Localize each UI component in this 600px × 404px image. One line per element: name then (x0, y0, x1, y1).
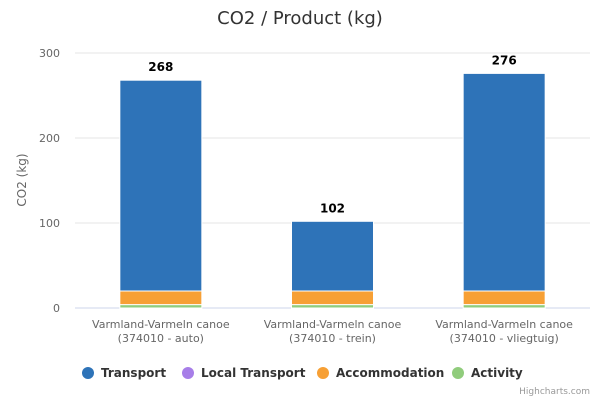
legend-item-local-transport[interactable]: Local Transport (182, 366, 306, 380)
legend-item-transport[interactable]: Transport (82, 366, 166, 380)
total-label: 276 (492, 53, 517, 67)
bar-segment-activity[interactable] (291, 304, 374, 309)
legend-marker (317, 367, 329, 379)
x-tick-label: Varmland-Varmeln canoe (92, 318, 230, 331)
legend-item-accommodation[interactable]: Accommodation (317, 366, 444, 380)
bar-segment-transport[interactable] (291, 220, 374, 292)
total-label: 268 (148, 60, 173, 74)
x-tick-label: (374010 - vliegtuig) (450, 332, 559, 345)
x-tick-label: Varmland-Varmeln canoe (264, 318, 402, 331)
y-tick-label: 100 (39, 217, 60, 230)
x-tick-label: (374010 - auto) (118, 332, 204, 345)
legend: Transport Local Transport Accommodation Act… (82, 366, 523, 380)
x-tick-label: (374010 - trein) (289, 332, 376, 345)
bar-segment-accommodation[interactable] (462, 290, 546, 306)
y-tick-label: 0 (53, 302, 60, 315)
x-tick-label: Varmland-Varmeln canoe (435, 318, 573, 331)
legend-label: Transport (101, 366, 166, 380)
legend-item-activity[interactable]: Activity (452, 366, 523, 380)
legend-marker (182, 367, 194, 379)
bar-segment-accommodation[interactable] (119, 290, 203, 306)
legend-label: Activity (471, 366, 523, 380)
y-tick-label: 200 (39, 132, 60, 145)
bar-segment-transport[interactable] (462, 72, 546, 292)
credits-link[interactable]: Highcharts.com (519, 387, 590, 397)
total-labels: 268 102 276 (148, 53, 516, 215)
chart-title: CO2 / Product (kg) (217, 8, 383, 29)
legend-label: Local Transport (201, 366, 306, 380)
y-tick-label: 300 (39, 47, 60, 60)
bar-segment-transport[interactable] (119, 79, 203, 292)
y-axis-ticks: 0 100 200 300 (39, 47, 60, 315)
legend-marker (452, 367, 464, 379)
legend-label: Accommodation (336, 366, 444, 380)
bar-segment-activity[interactable] (462, 304, 546, 309)
x-axis-ticks: Varmland-Varmeln canoe(374010 - auto)Var… (92, 318, 573, 345)
bar-segment-accommodation[interactable] (291, 290, 374, 306)
bars (119, 72, 546, 309)
bar-segment-activity[interactable] (119, 304, 203, 309)
legend-marker (82, 367, 94, 379)
y-axis-label: CO2 (kg) (15, 153, 29, 206)
total-label: 102 (320, 201, 345, 215)
